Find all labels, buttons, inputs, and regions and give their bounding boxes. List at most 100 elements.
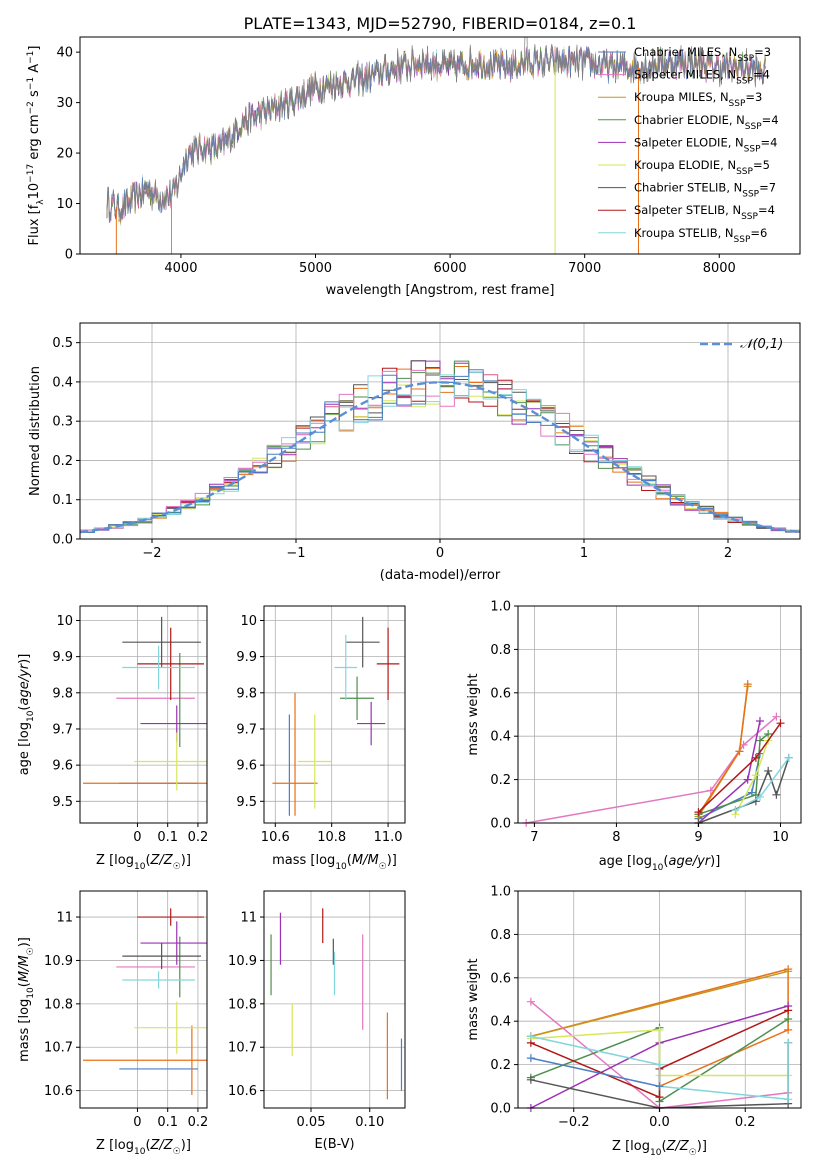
y-tick-label: 9.6	[52, 759, 73, 774]
mass-vs-ebv-panel: 0.05 0.10 10.6 10.7 10.8 10.9 11 E(B-V)	[228, 890, 406, 1152]
y-tick-label: 9.7	[52, 722, 73, 737]
y-axis-label: age [log10(age/yr)]	[17, 654, 36, 776]
y-tick-label: 0.8	[490, 928, 511, 943]
weight-marker	[784, 1025, 793, 1034]
x-tick-label: −0.2	[558, 1115, 590, 1130]
x-tick-label: 0.1	[157, 830, 178, 845]
y-tick-label: 0.4	[490, 1015, 511, 1030]
residual-panel: −2 −1 0 1 2 0.0 0.1 0.2 0.3 0.4 0.5 (data-model)/er…	[28, 322, 801, 583]
y-tick-label: 0.4	[490, 730, 511, 745]
weight-marker	[784, 967, 793, 976]
weight-marker	[526, 1075, 535, 1084]
weight-marker	[784, 1095, 793, 1104]
weight-marker	[764, 766, 773, 775]
y-tick-label: 11	[56, 911, 73, 926]
x-tick-label: 0.0	[649, 1115, 670, 1130]
y-tick-label: 10.6	[44, 1084, 73, 1099]
x-tick-label: 5000	[299, 261, 332, 276]
legend-entry: Kroupa STELIB, NSSP=6	[634, 226, 767, 245]
weight-marker	[772, 712, 781, 721]
x-tick-label: −1	[286, 546, 305, 561]
axes-frame	[517, 605, 802, 824]
x-tick-label: 0.05	[297, 1115, 326, 1130]
y-tick-label: 1.0	[490, 600, 511, 615]
x-tick-label: 10.8	[317, 830, 346, 845]
weight-marker	[755, 736, 764, 745]
y-tick-label: 0.0	[52, 533, 73, 548]
y-tick-label: 9.6	[236, 759, 257, 774]
weight-marker	[694, 808, 703, 817]
normal-curve	[80, 381, 798, 534]
y-tick-label: 9.5	[52, 795, 73, 810]
legend-entry: 𝒩(0,1)	[740, 337, 783, 352]
legend-entry: Kroupa MILES, NSSP=3	[634, 90, 762, 109]
weight-line	[697, 684, 749, 815]
y-tick-label: 9.8	[236, 686, 257, 701]
weight-marker	[784, 1006, 793, 1015]
spectrum-panel: 4000 5000 6000 7000 8000 0 10 20 30 40 wavelength …	[26, 36, 801, 298]
weight-marker	[743, 775, 752, 784]
y-tick-label: 0.5	[52, 336, 73, 351]
x-tick-label: 0	[133, 830, 141, 845]
hist-step	[80, 369, 800, 535]
y-tick-label: 10.9	[228, 954, 257, 969]
legend-entry: Kroupa ELODIE, NSSP=5	[634, 158, 770, 177]
y-tick-label: 9.9	[52, 650, 73, 665]
y-tick-label: 0	[65, 248, 73, 263]
x-tick-label: 11.0	[374, 830, 403, 845]
weight-line	[526, 716, 777, 824]
weight-vs-age-panel: 7 8 9 10 0.0 0.2 0.4 0.6 0.8 1.0 age [log10(age/yr…	[466, 600, 802, 873]
y-tick-label: 10.9	[44, 954, 73, 969]
y-tick-label: 10.7	[228, 1041, 257, 1056]
hist-lines	[80, 360, 800, 535]
weight-marker	[655, 1093, 664, 1102]
weight-line	[530, 1029, 789, 1077]
x-tick-label: 9	[694, 830, 702, 845]
y-tick-label: 0.0	[490, 817, 511, 832]
x-tick-label: 8	[612, 830, 620, 845]
axes-frame	[79, 36, 801, 255]
weight-marker	[655, 1082, 664, 1091]
x-tick-label: 0.10	[355, 1115, 384, 1130]
y-tick-label: 0.2	[52, 454, 73, 469]
spectrum-lines	[106, 37, 767, 254]
x-tick-label: 10.6	[261, 830, 290, 845]
weight-marker	[755, 792, 764, 801]
weight-line	[530, 1057, 660, 1088]
observed-spectrum	[106, 37, 767, 224]
figure-title: PLATE=1343, MJD=52790, FIBERID=0184, z=0…	[244, 14, 637, 33]
x-tick-label: −2	[142, 546, 161, 561]
x-axis-label: (data-model)/error	[380, 568, 501, 583]
x-tick-label: 0.2	[735, 1115, 756, 1130]
y-tick-label: 10.8	[228, 997, 257, 1012]
y-tick-label: 9.9	[236, 650, 257, 665]
weight-marker	[655, 1060, 664, 1069]
x-axis-label: E(B-V)	[314, 1137, 354, 1152]
y-tick-label: 30	[56, 96, 73, 111]
weight-marker	[751, 771, 760, 780]
x-tick-label: 0.2	[188, 830, 209, 845]
y-tick-label: 10.8	[44, 997, 73, 1012]
y-tick-label: 0.6	[490, 686, 511, 701]
x-tick-label: 0	[436, 546, 444, 561]
y-tick-label: 0.4	[52, 375, 73, 390]
x-tick-label: 4000	[164, 261, 197, 276]
legend-entry: Salpeter ELODIE, NSSP=4	[634, 135, 777, 154]
axes-frame	[79, 890, 208, 1109]
y-tick-label: 40	[56, 46, 73, 61]
y-tick-label: 0.6	[490, 971, 511, 986]
y-axis-label: mass weight	[466, 673, 481, 755]
x-axis-label: Z [log10(Z/Z☉)]	[96, 853, 191, 872]
y-tick-label: 10	[56, 197, 73, 212]
x-tick-label: 0.1	[157, 1115, 178, 1130]
y-tick-label: 0.8	[490, 643, 511, 658]
x-axis-label: age [log10(age/yr)]	[599, 854, 721, 873]
mass-vs-Z-panel: 0 0.1 0.2 10.6 10.7 10.8 10.9 11 Z [log10(Z/Z☉)]…	[17, 890, 208, 1157]
x-tick-label: 1	[580, 546, 588, 561]
y-tick-label: 10.6	[228, 1084, 257, 1099]
y-tick-label: 20	[56, 147, 73, 162]
x-tick-label: 2	[724, 546, 732, 561]
y-tick-label: 10.7	[44, 1041, 73, 1056]
y-tick-label: 0.2	[490, 1058, 511, 1073]
